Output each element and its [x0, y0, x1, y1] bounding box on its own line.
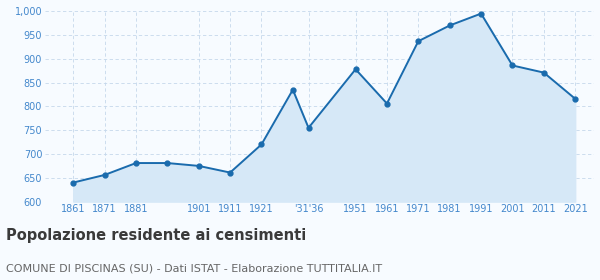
Text: COMUNE DI PISCINAS (SU) - Dati ISTAT - Elaborazione TUTTITALIA.IT: COMUNE DI PISCINAS (SU) - Dati ISTAT - E… — [6, 263, 382, 273]
Text: Popolazione residente ai censimenti: Popolazione residente ai censimenti — [6, 228, 306, 243]
